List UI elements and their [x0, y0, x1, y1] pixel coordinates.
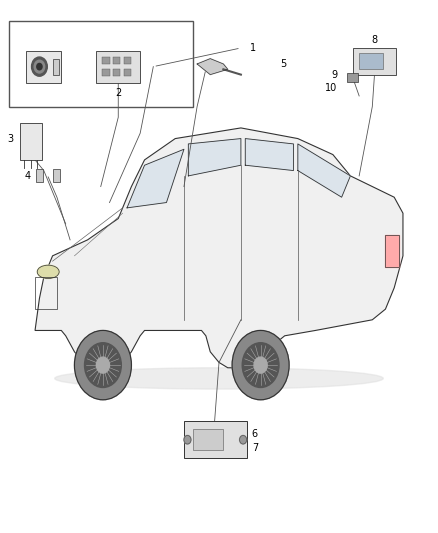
Text: 3: 3: [7, 134, 13, 143]
Bar: [353, 48, 396, 75]
Text: 4: 4: [25, 171, 31, 181]
Polygon shape: [298, 144, 350, 197]
Bar: [385, 235, 399, 266]
Circle shape: [240, 435, 247, 444]
Circle shape: [184, 435, 191, 444]
Bar: [124, 57, 131, 64]
Bar: [184, 421, 247, 458]
Bar: [102, 69, 110, 76]
Bar: [26, 51, 61, 83]
Text: 1: 1: [250, 43, 256, 53]
Bar: [347, 73, 358, 82]
Bar: [113, 57, 120, 64]
Text: 10: 10: [325, 83, 337, 93]
Circle shape: [96, 357, 110, 373]
Text: 6: 6: [252, 430, 258, 439]
Polygon shape: [127, 149, 184, 208]
Text: 5: 5: [280, 59, 286, 69]
Bar: [385, 235, 399, 266]
Bar: [9, 21, 193, 107]
Bar: [124, 69, 131, 76]
Circle shape: [254, 357, 267, 373]
Circle shape: [37, 63, 42, 70]
Circle shape: [232, 330, 289, 400]
Polygon shape: [245, 139, 293, 171]
Text: 2: 2: [115, 88, 121, 98]
Ellipse shape: [37, 265, 59, 278]
Bar: [35, 277, 57, 309]
Bar: [36, 169, 43, 182]
Bar: [113, 69, 120, 76]
Bar: [53, 169, 60, 182]
Text: 8: 8: [371, 35, 378, 45]
Circle shape: [74, 330, 131, 400]
Bar: [96, 51, 140, 83]
Bar: [53, 59, 59, 75]
Polygon shape: [188, 139, 241, 176]
Bar: [359, 53, 383, 69]
Text: 7: 7: [252, 443, 258, 453]
Circle shape: [85, 343, 121, 387]
Text: 9: 9: [331, 70, 337, 79]
Ellipse shape: [55, 368, 383, 389]
Circle shape: [34, 60, 45, 73]
Circle shape: [32, 57, 47, 76]
Circle shape: [242, 343, 279, 387]
PathPatch shape: [35, 128, 403, 368]
Bar: [20, 123, 42, 160]
Bar: [193, 429, 223, 450]
Polygon shape: [197, 59, 228, 75]
Bar: [102, 57, 110, 64]
